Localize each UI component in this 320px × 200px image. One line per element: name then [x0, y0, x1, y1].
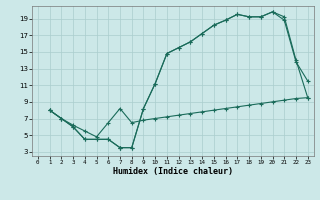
- X-axis label: Humidex (Indice chaleur): Humidex (Indice chaleur): [113, 167, 233, 176]
